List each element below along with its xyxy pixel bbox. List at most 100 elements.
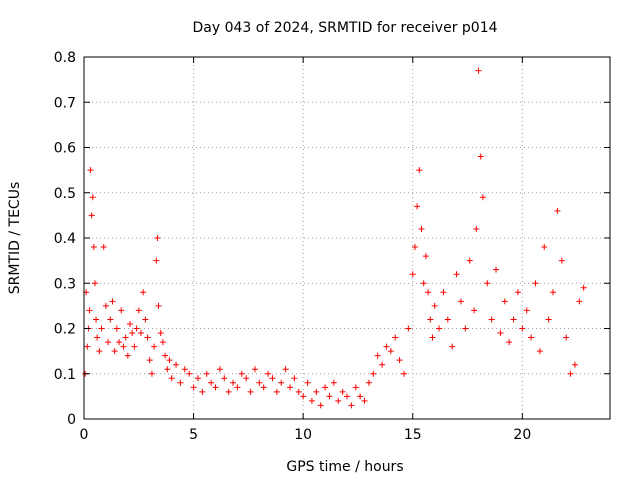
data-point xyxy=(203,370,210,377)
data-point xyxy=(317,402,324,409)
data-point xyxy=(444,316,451,323)
data-point xyxy=(137,330,144,337)
data-point xyxy=(129,330,136,337)
data-point xyxy=(488,316,495,323)
data-point xyxy=(400,370,407,377)
data-point xyxy=(563,334,570,341)
data-point xyxy=(173,361,180,368)
data-point xyxy=(278,379,285,386)
data-point xyxy=(151,343,158,350)
data-point xyxy=(238,370,245,377)
data-point xyxy=(256,379,263,386)
data-point xyxy=(146,357,153,364)
chart-title: Day 043 of 2024, SRMTID for receiver p01… xyxy=(192,20,497,36)
data-point xyxy=(571,361,578,368)
data-point xyxy=(120,343,127,350)
data-point xyxy=(93,316,100,323)
data-point xyxy=(326,393,333,400)
data-point xyxy=(357,393,364,400)
data-point xyxy=(330,379,337,386)
data-point xyxy=(127,320,134,327)
x-tick-label: 20 xyxy=(513,427,531,443)
data-point xyxy=(545,316,552,323)
data-point xyxy=(153,257,160,264)
data-point xyxy=(265,370,272,377)
data-point xyxy=(462,325,469,332)
y-tick-label: 0 xyxy=(67,412,76,428)
data-point xyxy=(313,388,320,395)
data-point xyxy=(140,289,147,296)
data-point xyxy=(89,194,96,201)
data-point xyxy=(370,370,377,377)
data-point xyxy=(91,280,98,287)
data-point xyxy=(396,357,403,364)
data-point xyxy=(576,298,583,305)
y-tick-label: 0.1 xyxy=(54,367,76,383)
data-point xyxy=(162,352,169,359)
data-point xyxy=(168,375,175,382)
data-point xyxy=(383,343,390,350)
data-point xyxy=(102,302,109,309)
data-point xyxy=(159,339,166,346)
data-point xyxy=(431,302,438,309)
data-point xyxy=(475,67,482,74)
data-point xyxy=(532,280,539,287)
data-point xyxy=(94,334,101,341)
y-tick-label: 0.4 xyxy=(54,231,76,247)
data-point xyxy=(477,153,484,160)
data-point xyxy=(243,375,250,382)
data-point xyxy=(550,289,557,296)
data-point xyxy=(221,375,228,382)
y-tick-label: 0.6 xyxy=(54,141,76,157)
data-point xyxy=(348,402,355,409)
data-point xyxy=(269,375,276,382)
data-point xyxy=(339,388,346,395)
data-point xyxy=(554,207,561,214)
data-point xyxy=(133,325,140,332)
data-point xyxy=(335,397,342,404)
data-point xyxy=(107,316,114,323)
data-point xyxy=(558,257,565,264)
x-axis-label: GPS time / hours xyxy=(286,459,403,475)
data-point xyxy=(440,289,447,296)
data-point xyxy=(567,370,574,377)
data-point xyxy=(528,334,535,341)
data-point xyxy=(409,271,416,278)
data-point xyxy=(501,298,508,305)
data-point xyxy=(177,379,184,386)
data-point xyxy=(105,339,112,346)
data-point xyxy=(473,225,480,232)
data-point xyxy=(536,348,543,355)
data-point xyxy=(541,244,548,251)
data-point xyxy=(479,194,486,201)
y-axis-label: SRMTID / TECUs xyxy=(7,182,23,295)
data-point xyxy=(493,266,500,273)
grid xyxy=(84,57,610,419)
data-point xyxy=(111,348,118,355)
data-point xyxy=(142,316,149,323)
data-point xyxy=(405,325,412,332)
data-point xyxy=(116,339,123,346)
data-point xyxy=(416,167,423,174)
data-point xyxy=(352,384,359,391)
data-point xyxy=(291,375,298,382)
data-point xyxy=(425,289,432,296)
data-point xyxy=(212,384,219,391)
data-point xyxy=(580,284,587,291)
data-point xyxy=(429,334,436,341)
data-point xyxy=(118,307,125,314)
data-point xyxy=(471,307,478,314)
data-point xyxy=(379,361,386,368)
data-point xyxy=(300,393,307,400)
data-point xyxy=(88,212,95,219)
data-point xyxy=(113,325,120,332)
data-point xyxy=(411,244,418,251)
data-point xyxy=(361,397,368,404)
data-point xyxy=(181,366,188,373)
data-point xyxy=(225,388,232,395)
data-point xyxy=(90,244,97,251)
data-point xyxy=(295,388,302,395)
data-point xyxy=(148,370,155,377)
data-point xyxy=(164,366,171,373)
